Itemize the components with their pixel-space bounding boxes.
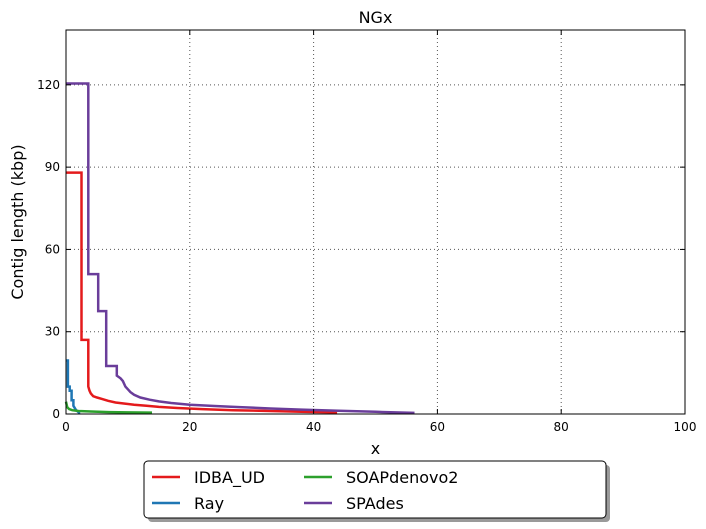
- legend-label-idba-ud: IDBA_UD: [194, 468, 265, 488]
- legend-label-spades: SPAdes: [346, 494, 404, 513]
- y-axis-title: Contig length (kbp): [8, 144, 27, 299]
- grid: [66, 30, 685, 414]
- series-line-soapdenovo2: [64, 401, 153, 414]
- x-tick-label: 0: [62, 420, 70, 434]
- x-tick-label: 100: [674, 420, 697, 434]
- x-axis-title: x: [371, 439, 380, 458]
- y-tick-label: 120: [37, 78, 60, 92]
- x-tick-label: 40: [306, 420, 321, 434]
- legend-label-soapdenovo2: SOAPdenovo2: [346, 468, 458, 487]
- y-tick-label: 60: [45, 242, 60, 256]
- plot-frame: [65, 29, 686, 415]
- legend-box: [143, 460, 607, 519]
- y-tick-label: 30: [45, 325, 60, 339]
- y-tick-label: 90: [45, 160, 60, 174]
- x-tick-label: 60: [430, 420, 445, 434]
- legend: IDBA_UD Ray SOAPdenovo2 SPAdes: [143, 460, 610, 522]
- x-tick-label: 20: [182, 420, 197, 434]
- series-line-idba-ud: [66, 171, 338, 414]
- y-tick-label: 0: [52, 407, 60, 421]
- axis-ticks: 0 20 40 60 80 100 0 30 60 90 120: [37, 30, 696, 434]
- chart-title: NGx: [359, 8, 393, 27]
- series-layer: [64, 82, 415, 415]
- series-line-spades: [66, 82, 415, 415]
- x-tick-label: 80: [554, 420, 569, 434]
- legend-label-ray: Ray: [194, 494, 224, 513]
